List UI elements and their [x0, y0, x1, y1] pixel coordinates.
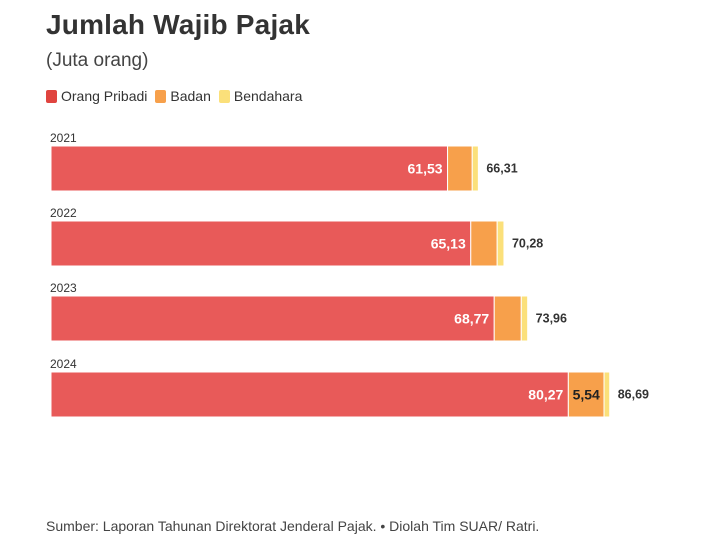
source-note: Sumber: Laporan Tahunan Direktorat Jende…	[46, 518, 540, 534]
chart-title: Jumlah Wajib Pajak	[46, 9, 310, 40]
total-label: 86,69	[618, 388, 649, 402]
legend-swatch-orang-pribadi	[46, 89, 57, 103]
legend-label-orang-pribadi: Orang Pribadi	[61, 88, 148, 104]
legend-item-badan: Badan	[155, 88, 211, 104]
bar-segment-bendahara	[471, 145, 479, 192]
total-label: 70,28	[512, 237, 543, 251]
bar-segment-bendahara	[520, 295, 529, 342]
chart-subtitle: (Juta orang)	[46, 50, 149, 71]
bar-segment-bendahara	[603, 371, 611, 418]
legend-label-bendahara: Bendahara	[233, 88, 303, 104]
bar-segment-bendahara	[496, 220, 505, 267]
total-label: 73,96	[536, 312, 567, 326]
category-label: 2021	[50, 131, 77, 145]
data-label: 65,13	[431, 236, 466, 252]
bar-segment-badan	[470, 220, 498, 267]
legend-label-badan: Badan	[170, 88, 211, 104]
category-label: 2024	[50, 357, 77, 371]
data-label: 68,77	[454, 311, 489, 327]
legend-swatch-bendahara	[218, 89, 230, 103]
data-label: 80,27	[528, 387, 563, 403]
category-label: 2023	[50, 281, 77, 295]
data-label: 5,54	[573, 387, 600, 403]
total-label: 66,31	[486, 162, 517, 176]
bar-segment-orang-pribadi	[50, 295, 495, 342]
legend-swatch-badan	[155, 89, 167, 103]
bar-segment-orang-pribadi	[50, 145, 449, 192]
bar-segment-orang-pribadi	[50, 220, 472, 267]
bar-segment-badan	[447, 145, 473, 192]
legend-item-bendahara: Bendahara	[218, 88, 303, 104]
data-label: 61,53	[408, 161, 443, 177]
legend: Orang Pribadi Badan Bendahara	[46, 88, 302, 104]
bar-segment-badan	[493, 295, 522, 342]
bar-segment-orang-pribadi	[50, 371, 569, 418]
category-label: 2022	[50, 206, 77, 220]
legend-item-orang-pribadi: Orang Pribadi	[46, 88, 147, 104]
bar-segment-badan	[567, 371, 605, 418]
